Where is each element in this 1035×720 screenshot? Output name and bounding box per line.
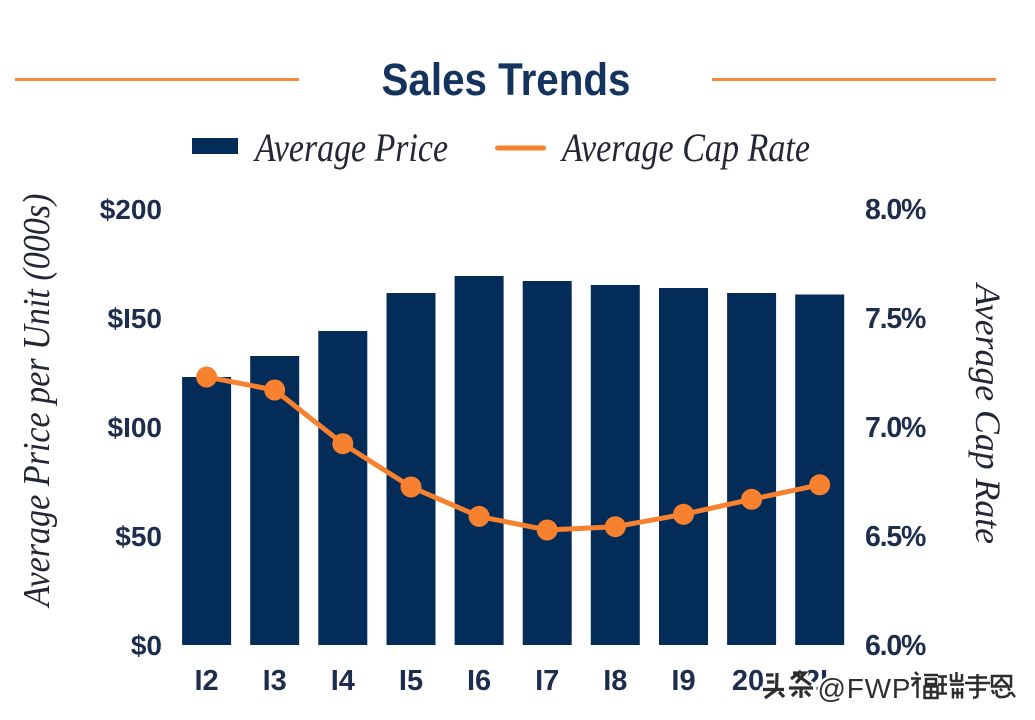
svg-text:Average Price per Unit (000s): Average Price per Unit (000s): [16, 194, 58, 610]
svg-text:I5: I5: [399, 665, 423, 697]
svg-text:6.5%: 6.5%: [865, 521, 926, 553]
svg-text:$50: $50: [115, 521, 162, 552]
svg-text:$200: $200: [100, 194, 162, 225]
svg-text:I9: I9: [671, 665, 695, 697]
svg-text:I6: I6: [467, 665, 491, 697]
svg-text:Average Cap Rate: Average Cap Rate: [559, 125, 810, 170]
svg-text:I7: I7: [535, 665, 559, 697]
svg-text:7.0%: 7.0%: [865, 412, 926, 444]
svg-text:Sales Trends: Sales Trends: [382, 54, 631, 105]
svg-text:Average Cap Rate: Average Cap Rate: [968, 282, 1008, 544]
svg-text:7.5%: 7.5%: [865, 303, 926, 335]
svg-text:$I00: $I00: [108, 412, 163, 443]
svg-text:6.0%: 6.0%: [865, 630, 926, 662]
svg-text:I2: I2: [195, 665, 219, 697]
svg-text:20: 20: [732, 665, 764, 697]
svg-text:8.0%: 8.0%: [865, 194, 926, 226]
svg-text:I4: I4: [331, 665, 355, 697]
svg-text:$I50: $I50: [108, 303, 163, 334]
svg-text:I8: I8: [603, 665, 627, 697]
svg-text:I3: I3: [263, 665, 287, 697]
svg-text:$0: $0: [131, 630, 162, 661]
svg-text:@FWP: @FWP: [818, 673, 912, 704]
svg-text:Average Price: Average Price: [252, 125, 448, 170]
